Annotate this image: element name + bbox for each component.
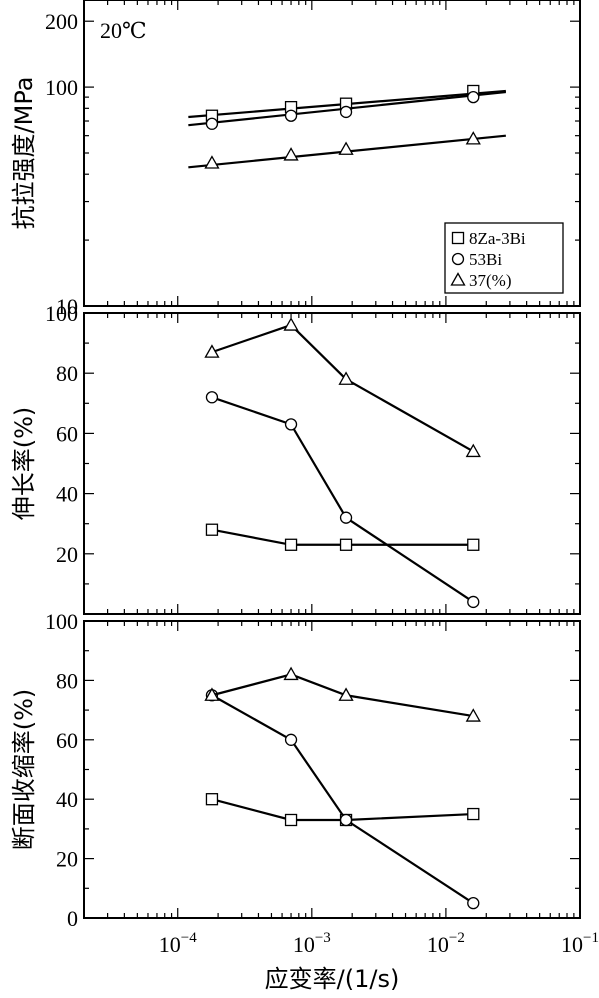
panel-frame <box>83 312 581 615</box>
data-point <box>284 813 298 827</box>
series-line <box>211 528 474 546</box>
y-tick-label: 80 <box>56 668 78 693</box>
data-point <box>338 371 354 385</box>
data-point <box>465 443 481 458</box>
data-point <box>205 523 219 536</box>
data-point <box>204 344 220 358</box>
y-axis-label: 断面收缩率(%) <box>10 689 38 851</box>
series-line <box>211 694 474 905</box>
data-point <box>205 391 219 404</box>
y-tick-label: 10 <box>56 294 78 319</box>
x-tick-label: 10−4 <box>159 930 197 957</box>
data-point <box>467 538 480 551</box>
series-line <box>211 396 474 603</box>
data-point <box>465 708 481 722</box>
series-sq <box>205 523 480 551</box>
data-point <box>284 538 298 551</box>
data-point <box>465 131 481 145</box>
data-point <box>338 687 354 701</box>
panel-strength: 10 100 200 抗拉强度/MPa 20℃ 8Za-3Bi 53Bi 37(%) <box>10 0 581 319</box>
panel-reduction: 0 20 40 60 80 100 断面收缩率(%) <box>10 609 581 931</box>
data-point <box>284 109 298 122</box>
data-point <box>467 807 480 821</box>
series-line <box>211 798 474 822</box>
legend-entry: 53Bi <box>469 250 502 269</box>
panel-elongation: 20 40 60 80 100 伸长率(%) <box>10 301 581 615</box>
data-point <box>467 897 480 910</box>
data-point <box>467 595 480 609</box>
y-tick-label: 40 <box>56 787 78 812</box>
y-tick-label: 40 <box>56 482 78 507</box>
data-point <box>284 733 298 746</box>
legend-entry: 37(%) <box>469 271 511 290</box>
data-point <box>205 793 219 806</box>
panel-frame <box>83 620 581 919</box>
y-tick-label: 20 <box>56 542 78 567</box>
data-point <box>284 418 298 431</box>
series-ci <box>205 689 480 910</box>
series-tr <box>204 317 481 458</box>
legend-box <box>444 222 564 294</box>
data-point <box>283 147 299 161</box>
y-tick-label: 60 <box>56 421 78 446</box>
data-point <box>283 317 299 331</box>
legend-marker <box>451 252 465 266</box>
data-point <box>204 155 220 169</box>
x-axis-label: 应变率/(1/s) <box>265 965 400 993</box>
y-tick-label: 0 <box>67 906 78 931</box>
y-tick-label: 20 <box>56 847 78 872</box>
series-tr <box>188 131 506 169</box>
y-axis-label: 伸长率(%) <box>10 407 38 521</box>
y-axis-label: 抗拉强度/MPa <box>10 77 38 230</box>
data-point <box>467 90 480 104</box>
x-tick-label: 10−1 <box>561 930 599 957</box>
data-point <box>339 511 353 524</box>
temperature-annotation: 20℃ <box>100 18 147 43</box>
series-tr <box>204 666 481 722</box>
series-line <box>211 323 474 453</box>
series-line <box>211 673 474 718</box>
data-point <box>283 666 299 681</box>
data-point <box>339 813 353 827</box>
y-tick-label: 100 <box>45 75 78 100</box>
data-point <box>338 141 354 155</box>
series-ci <box>188 90 506 130</box>
legend-entry: 8Za-3Bi <box>469 229 526 248</box>
data-point <box>205 117 219 130</box>
y-tick-label: 60 <box>56 728 78 753</box>
legend: 8Za-3Bi 53Bi 37(%) <box>444 222 564 294</box>
legend-marker <box>450 272 466 286</box>
y-tick-label: 200 <box>45 9 78 34</box>
data-point <box>339 105 353 119</box>
data-point <box>339 538 353 551</box>
data-point <box>204 687 220 701</box>
x-tick-label: 10−2 <box>427 930 465 957</box>
legend-marker <box>451 231 465 245</box>
y-tick-label: 100 <box>45 301 78 326</box>
series-ci <box>205 391 480 609</box>
y-tick-label: 80 <box>56 361 78 386</box>
y-tick-label: 100 <box>45 609 78 634</box>
x-tick-label: 10−3 <box>293 930 331 957</box>
